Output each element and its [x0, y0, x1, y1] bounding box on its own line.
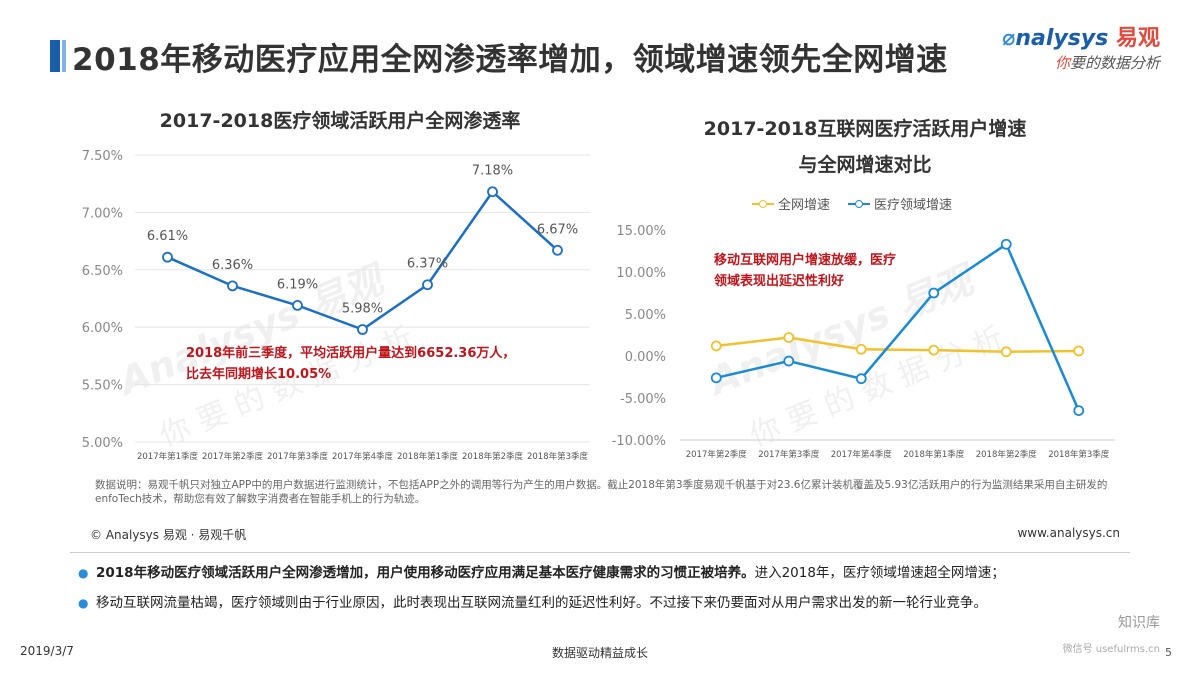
right-chart-legend: 全网增速 医疗领域增速 [752, 194, 952, 213]
right-growth-chart: -10.00% -5.00% 0.00% 5.00% 10.00% 15.00% 2017年… [612, 224, 1115, 460]
x-tick-label: 2017年第3季度 [758, 449, 820, 460]
data-point [227, 280, 238, 292]
y-tick-label: 5.00% [625, 308, 666, 323]
page-number: 5 [1165, 646, 1172, 659]
y-tick-label: 7.50% [82, 149, 123, 164]
y-tick-label: 7.00% [82, 206, 123, 221]
x-tick-label: 2017年第2季度 [202, 451, 264, 462]
y-tick-label: 6.00% [82, 321, 123, 336]
page-title: 2018年移动医疗应用全网渗透率增加，领域增速领先全网增速 [72, 42, 948, 78]
logo-a-icon: ⌀ [1002, 26, 1016, 51]
data-point-overall [710, 340, 722, 352]
left-chart-annotation: 2018年前三季度，平均活跃用户量达到6652.36万人， 比去年同期增长10.… [186, 343, 515, 385]
y-tick-label: 5.50% [82, 379, 123, 394]
data-point-overall [928, 344, 940, 356]
x-tick-label: 2018年第1季度 [397, 451, 459, 462]
insight-text: 移动互联网流量枯竭，医疗领域则由于行业原因，此时表现出互联网流量红利的延迟性利好… [96, 595, 987, 611]
x-tick-label: 2017年第1季度 [137, 451, 199, 462]
data-label: 6.36% [212, 258, 253, 273]
left-annotation-line1: 2018年前三季度，平均活跃用户量达到6652.36万人， [186, 346, 516, 361]
data-point-overall [783, 332, 795, 343]
x-tick-label: 2017年第4季度 [332, 451, 394, 462]
y-tick-label: -5.00% [620, 392, 666, 407]
data-label: 6.19% [277, 277, 318, 292]
y-tick-label: 6.50% [82, 264, 123, 279]
bullet-dot-icon: ● [78, 566, 89, 580]
data-point [487, 186, 498, 198]
analysys-logo: ⌀nalysys 易观 你要的数据分析 [990, 20, 1160, 80]
data-label: 6.61% [147, 229, 188, 244]
right-chart-title-2: 与全网增速对比 [798, 154, 932, 176]
right-annotation-line1: 移动互联网用户增速放缓，医疗 [714, 253, 897, 268]
data-point-overall [1000, 346, 1012, 358]
data-point-medical [1000, 238, 1012, 250]
data-label: 6.37% [407, 257, 448, 272]
bullet-dot-icon: ● [78, 596, 89, 610]
copyright: © Analysys 易观 · 易观千帆 [90, 528, 247, 542]
data-point [552, 244, 563, 256]
legend-item-overall: 全网增速 [752, 194, 830, 213]
insight-item: ● 2018年移动医疗领域活跃用户全网渗透增加，用户使用移动医疗应用满足基本医疗… [78, 562, 1138, 584]
x-tick-label: 2018年第2季度 [462, 451, 524, 462]
insight-item: ● 移动互联网流量枯竭，医疗领域则由于行业原因，此时表现出互联网流量红利的延迟性… [78, 592, 1138, 614]
series-line-overall [716, 336, 1079, 354]
data-point [422, 279, 433, 291]
data-label: 7.18% [472, 164, 513, 179]
y-tick-label: 15.00% [616, 224, 666, 239]
x-tick-label: 2018年第3季度 [527, 451, 589, 462]
legend-item-medical: 医疗领域增速 [848, 194, 952, 213]
left-penetration-chart: 5.00%5.50%6.00%6.50%7.00%7.50%2017年第1季度 2… [82, 149, 590, 462]
logo-sub-you: 你 [1054, 54, 1070, 72]
data-point-medical [855, 373, 867, 385]
y-tick-label: 10.00% [616, 266, 666, 281]
data-point-medical [1073, 405, 1085, 417]
zhishi-watermark: 知识库 [1118, 615, 1160, 631]
x-tick-label: 2017年第3季度 [267, 451, 329, 462]
report-date: 2019/3/7 [20, 644, 74, 658]
y-tick-label: 0.00% [625, 350, 666, 365]
data-label: 5.98% [342, 301, 383, 316]
source-note: 数据说明：易观千帆只对独立APP中的用户数据进行监测统计，不包括APP之外的调用… [95, 479, 1108, 505]
y-tick-label: -10.00% [612, 434, 666, 449]
right-annotation-line2: 领域表现出延迟性利好 [714, 274, 845, 289]
x-tick-label: 2017年第2季度 [686, 449, 748, 460]
legend-label-medical: 医疗领域增速 [874, 198, 953, 213]
series-line-medical [715, 242, 1080, 412]
slogan: 数据驱动精益成长 [551, 646, 648, 660]
data-point-overall [855, 343, 867, 355]
x-tick-label: 2018年第1季度 [903, 449, 965, 460]
data-point [162, 251, 173, 263]
data-point-medical [783, 355, 795, 367]
insights-list: ● 2018年移动医疗领域活跃用户全网渗透增加，用户使用移动医疗应用满足基本医疗… [78, 562, 1138, 622]
legend-swatch-medical [848, 199, 871, 209]
logo-brand-text: nalysys [1015, 26, 1109, 51]
insight-text: 进入2018年，医疗领域增速超全网增速； [754, 565, 1005, 581]
y-tick-label: 5.00% [82, 436, 123, 451]
data-point [292, 299, 303, 311]
divider [70, 552, 1130, 553]
legend-swatch-overall [752, 199, 774, 209]
x-tick-label: 2018年第3季度 [1048, 449, 1110, 460]
left-chart-title: 2017-2018医疗领域活跃用户全网渗透率 [159, 110, 521, 132]
x-tick-label: 2018年第2季度 [976, 449, 1038, 460]
zhishi-url: 微信号 usefulrms.cn [1062, 644, 1160, 655]
data-point-medical [928, 287, 940, 299]
legend-label-overall: 全网增速 [778, 198, 831, 213]
title-accent-bar-light [62, 40, 66, 72]
x-tick-label: 2017年第4季度 [831, 449, 893, 460]
data-label: 6.67% [537, 222, 578, 237]
data-point [357, 324, 368, 335]
data-point-medical [710, 372, 722, 384]
insight-bold: 2018年移动医疗领域活跃用户全网渗透增加，用户使用移动医疗应用满足基本医疗健康… [96, 565, 755, 581]
left-annotation-line2: 比去年同期增长10.05% [186, 367, 332, 382]
right-chart-title-1: 2017-2018互联网医疗活跃用户增速 [703, 118, 1027, 140]
right-chart-annotation: 移动互联网用户增速放缓，医疗 领域表现出延迟性利好 [714, 250, 896, 292]
logo-cn-text: 易观 [1115, 26, 1160, 51]
data-point-overall [1073, 345, 1085, 357]
title-accent-bar [50, 40, 60, 72]
website-link[interactable]: www.analysys.cn [1017, 526, 1120, 540]
logo-sub-text: 要的数据分析 [1069, 54, 1160, 72]
